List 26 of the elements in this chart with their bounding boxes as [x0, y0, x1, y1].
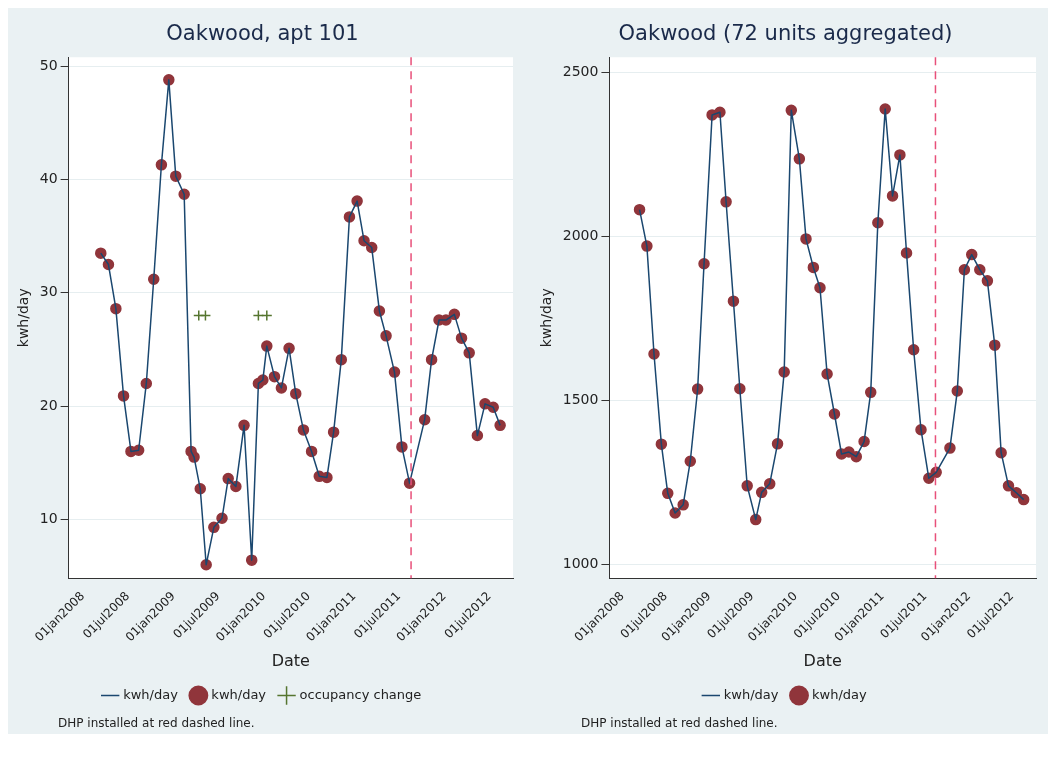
legend-label: occupancy change: [299, 686, 422, 702]
text: DHP installed at red dashed line.: [57, 716, 256, 730]
legend-label: kwh/day: [812, 686, 867, 702]
x-axis-title: Date: [271, 650, 310, 670]
point: [199, 309, 212, 322]
text: DHP installed at red dashed line.: [580, 716, 779, 730]
y-axis-title: kwh/day: [538, 288, 555, 348]
x-axis-title: Date: [803, 650, 842, 670]
y-tick-label: 2000: [562, 226, 599, 243]
legend-label: kwh/day: [123, 686, 179, 702]
point: [633, 203, 646, 216]
y-tick-label: 40: [39, 170, 58, 187]
y-axis-title: kwh/day: [15, 288, 32, 348]
y-tick-label: 1000: [562, 554, 599, 571]
point: [252, 309, 265, 322]
y-tick-label: 30: [39, 283, 58, 300]
y-tick-label: 50: [39, 56, 58, 73]
chart-title: Oakwood (72 units aggregated): [618, 21, 953, 46]
legend-label: kwh/day: [211, 686, 267, 702]
y-tick-label: 20: [39, 396, 58, 413]
y-tick-label: 1500: [562, 390, 599, 407]
chart-title: Oakwood, apt 101: [166, 21, 359, 46]
y-tick-label: 2500: [562, 62, 599, 79]
legend-label: kwh/day: [723, 686, 779, 702]
y-tick-label: 10: [39, 510, 58, 527]
point: [261, 309, 273, 322]
